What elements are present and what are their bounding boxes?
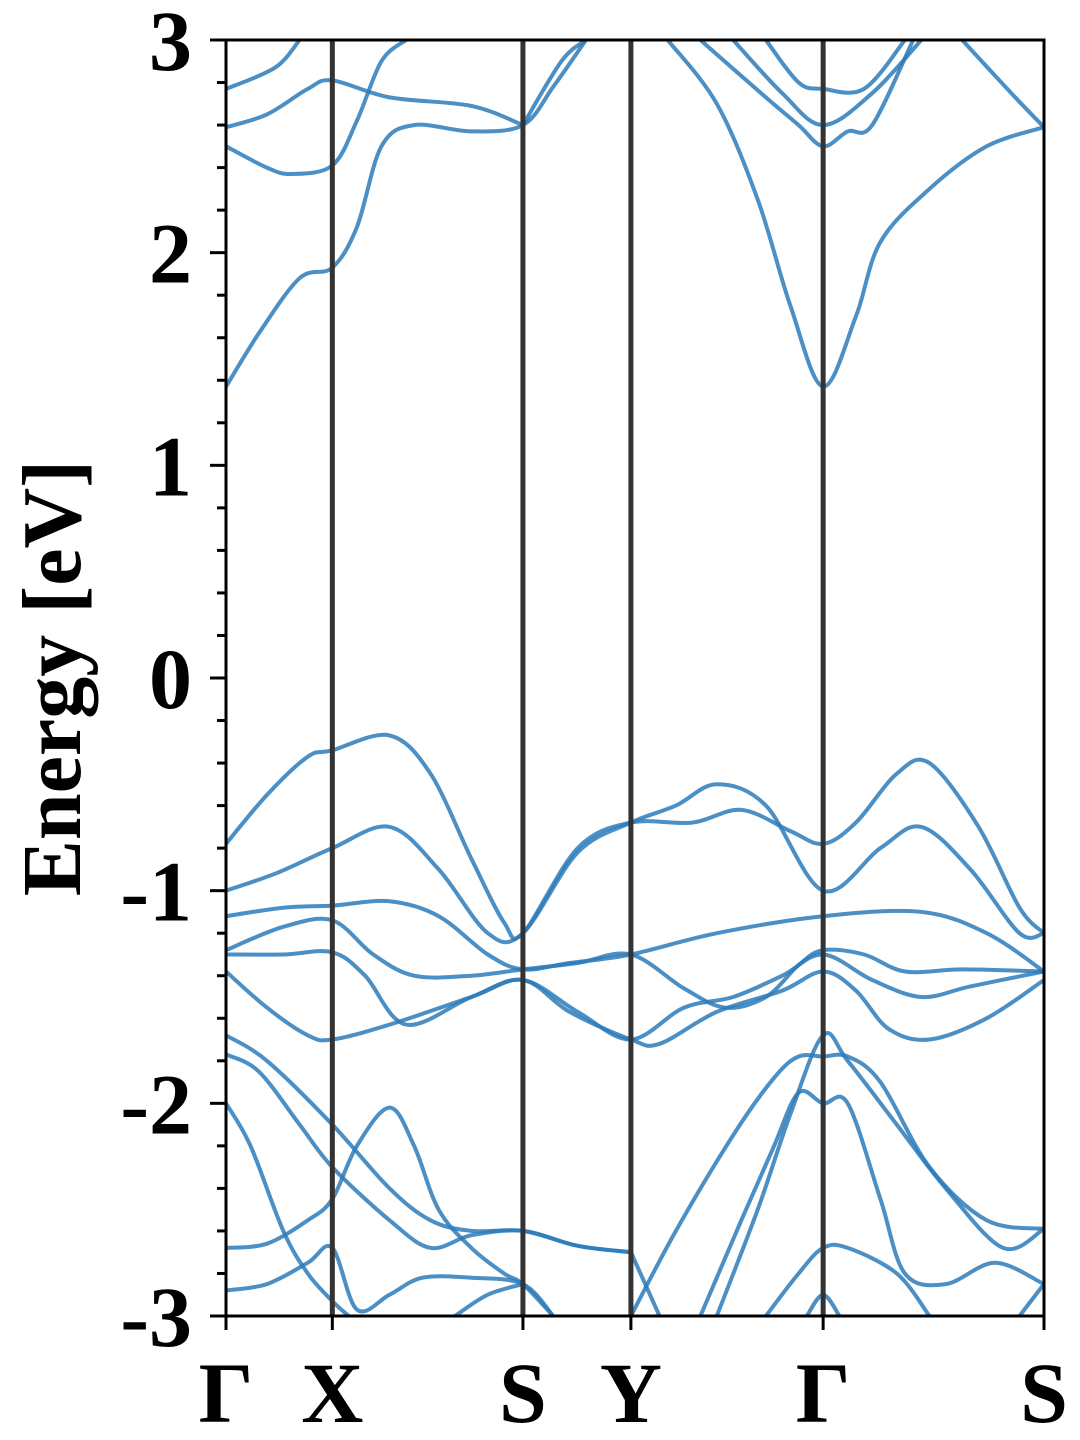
band-line-22 [453, 1282, 525, 1316]
band-lines [226, 40, 1044, 1316]
band-line-9 [763, 40, 907, 95]
band-line-16 [226, 969, 1044, 1048]
y-axis-ticks: -3 -2 -1 0 1 2 3 [120, 0, 226, 1365]
y-axis-label: Energy [eV] [6, 460, 99, 896]
y-tick-label-7: 3 [149, 0, 192, 89]
band-line-3 [226, 78, 525, 130]
band-line-27 [763, 1242, 932, 1316]
x-tick-label-5: Γ [796, 1345, 851, 1440]
x-tick-label-3: S [499, 1345, 547, 1440]
band-line-6 [665, 40, 1044, 389]
x-tick-label-1: Γ [199, 1345, 254, 1440]
x-tick-label-2: X [301, 1345, 363, 1440]
band-line-17 [226, 1033, 633, 1255]
band-line-20 [226, 1105, 556, 1316]
y-tick-label-6: 2 [149, 206, 192, 302]
x-tick-label-6: S [1020, 1345, 1068, 1440]
band-line-21 [226, 1244, 556, 1316]
y-tick-label-2: -2 [120, 1056, 192, 1152]
band-line-4 [226, 40, 302, 91]
band-line-26 [714, 1031, 1044, 1316]
x-tick-label-4: Y [600, 1345, 662, 1440]
band-line-24 [628, 1052, 1044, 1316]
y-tick-label-4: 0 [149, 631, 192, 727]
y-tick-label-1: -3 [120, 1269, 192, 1365]
band-line-7 [698, 40, 916, 149]
band-line-15 [226, 949, 1044, 1042]
band-line-25 [698, 1089, 1044, 1316]
band-line-18 [226, 1052, 633, 1255]
y-tick-label-5: 1 [149, 418, 192, 514]
band-line-12 [226, 782, 1044, 945]
plot-frame [224, 38, 1046, 1318]
band-line-29 [1017, 1282, 1044, 1316]
band-line-14 [226, 916, 1044, 1010]
high-symmetry-lines [329, 40, 826, 1316]
y-tick-label-3: -1 [120, 844, 192, 940]
band-line-5 [520, 40, 588, 128]
band-line-1 [226, 40, 588, 389]
band-line-10 [960, 40, 1044, 130]
band-line-11 [226, 732, 1044, 941]
